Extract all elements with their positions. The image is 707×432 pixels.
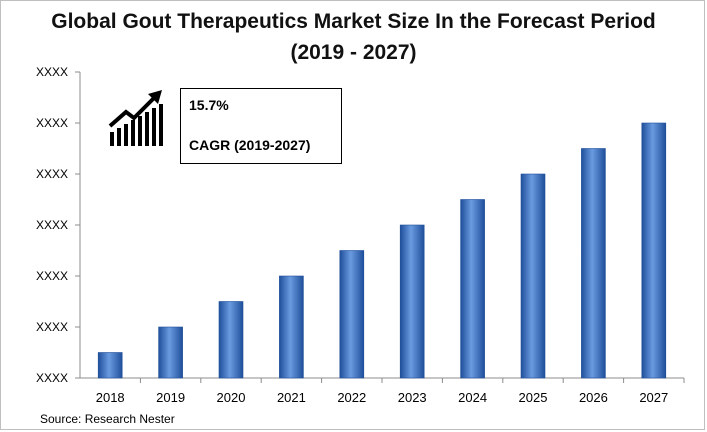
source-note: Source: Research Nester xyxy=(40,412,175,426)
bar-2018 xyxy=(97,352,123,379)
bar-2023 xyxy=(399,224,425,379)
y-tick-label: XXXX xyxy=(36,269,68,283)
cagr-value: 15.7% xyxy=(189,97,229,113)
bar-2020 xyxy=(218,301,244,379)
y-tick-label: XXXX xyxy=(36,371,68,385)
x-tick-label: 2025 xyxy=(519,390,548,405)
bar-2022 xyxy=(339,250,365,379)
chart-title-line1: Global Gout Therapeutics Market Size In … xyxy=(51,10,656,33)
x-tick-label: 2021 xyxy=(277,390,306,405)
x-tick-label: 2020 xyxy=(217,390,246,405)
x-tick-label: 2023 xyxy=(398,390,427,405)
x-tick-label: 2018 xyxy=(96,390,125,405)
bar-2021 xyxy=(279,275,304,379)
bar-2019 xyxy=(158,326,183,379)
cagr-label: CAGR (2019-2027) xyxy=(189,137,311,153)
bar-2025 xyxy=(520,173,546,379)
chart-title: Global Gout Therapeutics Market Size In … xyxy=(0,6,707,68)
y-tick-label: XXXX xyxy=(36,65,68,79)
y-tick-label: XXXX xyxy=(36,116,68,130)
y-tick-label: XXXX xyxy=(36,218,68,232)
cagr-callout: 15.7% CAGR (2019-2027) xyxy=(180,88,342,164)
y-tick-label: XXXX xyxy=(36,167,68,181)
bar-2024 xyxy=(460,199,485,379)
y-tick-label: XXXX xyxy=(36,320,68,334)
growth-chart-icon xyxy=(108,88,170,155)
x-tick-label: 2019 xyxy=(156,390,185,405)
bar-2026 xyxy=(581,148,606,379)
chart-title-line2: (2019 - 2027) xyxy=(290,41,417,64)
bar-2027 xyxy=(641,122,667,379)
x-tick-label: 2022 xyxy=(337,390,366,405)
x-tick-label: 2027 xyxy=(639,390,668,405)
x-tick-label: 2024 xyxy=(458,390,487,405)
x-tick-label: 2026 xyxy=(579,390,608,405)
